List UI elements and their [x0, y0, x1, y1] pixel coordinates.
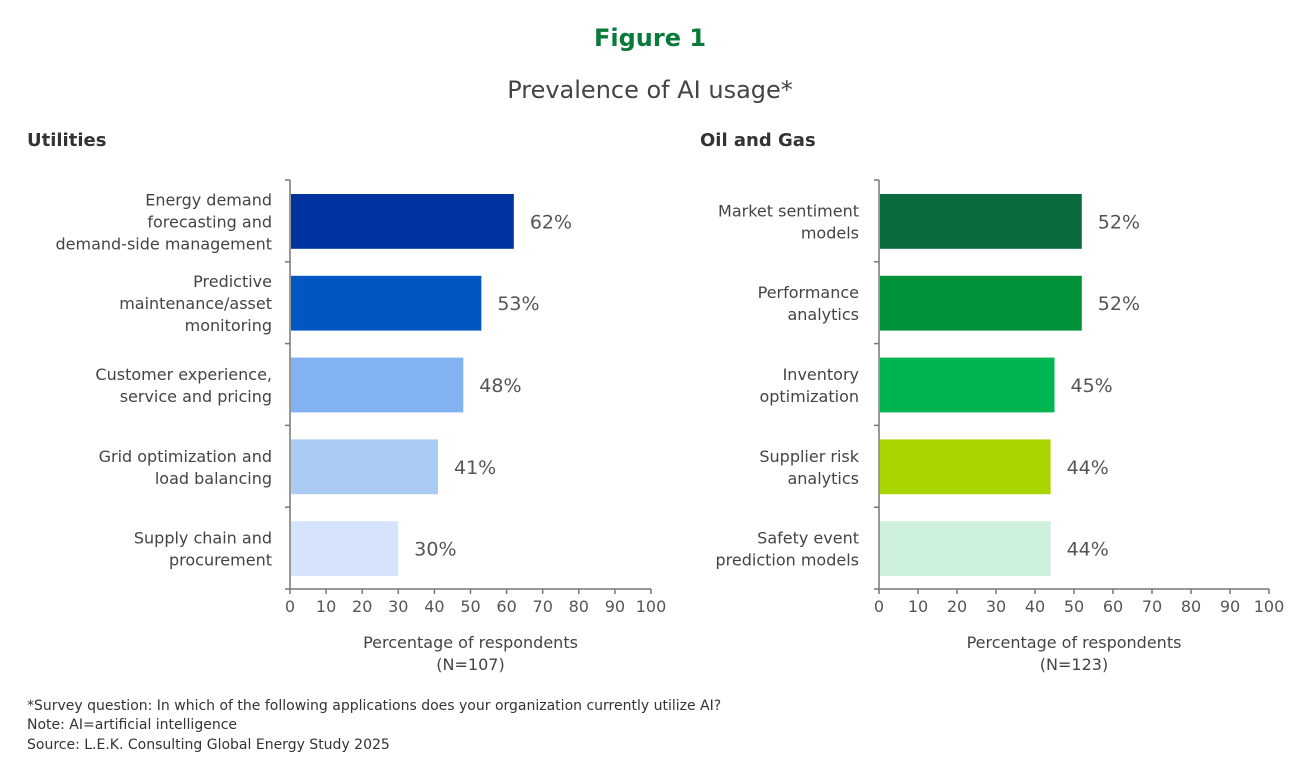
x-tick-label: 30 — [986, 597, 1006, 616]
x-axis-title: Percentage of respondents — [363, 633, 578, 652]
category-label: procurement — [169, 551, 272, 570]
data-label: 44% — [1067, 457, 1109, 479]
data-label: 53% — [497, 293, 539, 315]
bar — [291, 194, 514, 249]
category-label: demand-side management — [55, 234, 272, 253]
category-label: Safety event — [757, 529, 859, 548]
data-label: 52% — [1098, 211, 1140, 233]
category-label: Supply chain and — [134, 529, 272, 548]
x-tick-label: 100 — [636, 597, 667, 616]
bar — [291, 439, 439, 495]
data-label: 48% — [479, 375, 521, 397]
data-label: 30% — [414, 539, 456, 561]
panel-title-utilities: Utilities — [27, 130, 107, 151]
category-label: Market sentiment — [718, 201, 859, 220]
category-label: analytics — [787, 469, 859, 488]
data-label: 52% — [1098, 293, 1140, 315]
x-tick-label: 20 — [947, 597, 967, 616]
data-label: 62% — [530, 211, 572, 233]
bar — [291, 357, 464, 413]
category-label: service and pricing — [120, 387, 272, 406]
x-tick-label: 60 — [1103, 597, 1123, 616]
x-tick-label: 90 — [605, 597, 625, 616]
bar — [880, 194, 1082, 249]
category-label: Predictive — [193, 272, 272, 291]
bar — [880, 357, 1055, 413]
bar — [291, 275, 482, 331]
category-label: prediction models — [715, 551, 859, 570]
chart-title: Prevalence of AI usage* — [507, 76, 793, 104]
x-tick-label: 0 — [285, 597, 295, 616]
footnote-source: Source: L.E.K. Consulting Global Energy … — [27, 737, 390, 753]
x-axis-title: (N=123) — [1040, 655, 1108, 674]
panel-title-oil-gas: Oil and Gas — [700, 130, 816, 151]
x-tick-label: 10 — [316, 597, 336, 616]
x-tick-label: 90 — [1220, 597, 1240, 616]
x-tick-label: 80 — [569, 597, 589, 616]
x-tick-label: 100 — [1254, 597, 1285, 616]
category-label: analytics — [787, 305, 859, 324]
data-label: 41% — [454, 457, 496, 479]
x-tick-label: 30 — [388, 597, 408, 616]
x-tick-label: 10 — [908, 597, 928, 616]
category-label: optimization — [759, 387, 859, 406]
category-label: Supplier risk — [759, 447, 859, 466]
x-tick-label: 50 — [1064, 597, 1084, 616]
category-label: models — [801, 223, 859, 242]
data-label: 45% — [1071, 375, 1113, 397]
category-label: Grid optimization and — [99, 447, 272, 466]
category-label: Energy demand — [145, 190, 272, 209]
x-tick-label: 0 — [874, 597, 884, 616]
x-tick-label: 70 — [1142, 597, 1162, 616]
bar — [880, 275, 1082, 331]
x-tick-label: 40 — [1025, 597, 1045, 616]
x-tick-label: 50 — [460, 597, 480, 616]
category-label: Customer experience, — [95, 365, 272, 384]
x-tick-label: 80 — [1181, 597, 1201, 616]
category-label: Performance — [758, 283, 859, 302]
category-label: load balancing — [155, 469, 272, 488]
category-label: monitoring — [185, 316, 272, 335]
data-label: 44% — [1067, 539, 1109, 561]
bar — [880, 521, 1051, 576]
footnote-survey: *Survey question: In which of the follow… — [27, 698, 722, 714]
category-label: maintenance/asset — [119, 294, 272, 313]
bar — [880, 439, 1051, 495]
x-axis-title: Percentage of respondents — [967, 633, 1182, 652]
bar — [291, 521, 399, 576]
x-tick-label: 20 — [352, 597, 372, 616]
x-axis-title: (N=107) — [436, 655, 504, 674]
category-label: Inventory — [783, 365, 859, 384]
footnote-note: Note: AI=artificial intelligence — [27, 717, 237, 733]
x-tick-label: 60 — [496, 597, 516, 616]
category-label: forecasting and — [147, 212, 272, 231]
x-tick-label: 40 — [424, 597, 444, 616]
x-tick-label: 70 — [533, 597, 553, 616]
figure-label: Figure 1 — [593, 24, 707, 52]
